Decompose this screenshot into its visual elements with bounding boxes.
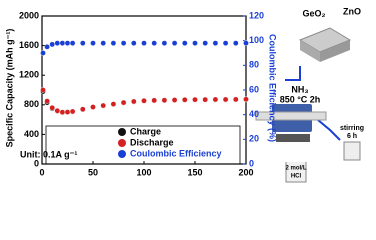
- point: [59, 40, 66, 46]
- y-tick-label: 1200: [19, 70, 39, 80]
- point: [161, 97, 168, 104]
- label: HCl: [291, 174, 302, 180]
- crucible-side: [300, 40, 320, 62]
- point: [141, 40, 147, 46]
- label: ZnO: [343, 6, 361, 16]
- point: [151, 40, 157, 46]
- point: [212, 96, 219, 103]
- y-tick-label: 1600: [19, 40, 39, 50]
- point: [110, 101, 117, 107]
- legend-label: Coulombic Efficiency: [130, 148, 222, 158]
- x-tick-label: 150: [187, 167, 202, 177]
- y2-tick-label: 100: [249, 35, 264, 45]
- point: [64, 109, 71, 115]
- point: [192, 40, 198, 46]
- label: 2 mol/L: [285, 166, 306, 172]
- y-tick-label: 800: [24, 99, 39, 109]
- y-axis-title: Specific Capacity (mAh g⁻¹): [4, 29, 14, 148]
- legend-marker: [118, 139, 126, 147]
- point: [243, 96, 249, 103]
- point: [130, 98, 137, 105]
- legend-label: Charge: [130, 126, 161, 136]
- point: [69, 40, 76, 46]
- point: [110, 40, 117, 46]
- point: [243, 40, 249, 46]
- point: [232, 40, 239, 46]
- y2-tick-label: 0: [249, 158, 254, 168]
- legend-marker: [118, 128, 126, 136]
- point: [54, 107, 61, 114]
- y2-tick-label: 60: [249, 84, 259, 94]
- x-tick-label: 100: [136, 167, 151, 177]
- point: [192, 96, 198, 103]
- point: [100, 40, 106, 46]
- point: [59, 109, 66, 115]
- tube: [255, 111, 327, 121]
- point: [80, 40, 86, 46]
- figure: GeO₂ ZnO NH₃ 850 °C 2h stirring 6 h 2 mo…: [4, 6, 364, 183]
- point: [64, 40, 71, 46]
- point: [222, 96, 229, 103]
- beaker: [343, 141, 361, 161]
- label: 850 °C 2h: [280, 94, 321, 104]
- point: [141, 97, 147, 104]
- point: [100, 102, 106, 109]
- point: [44, 44, 50, 50]
- point: [202, 40, 208, 46]
- y-tick-label: 2000: [19, 10, 39, 20]
- point: [40, 50, 46, 56]
- point: [161, 40, 168, 46]
- legend-marker: [118, 150, 126, 158]
- point: [90, 40, 96, 46]
- y-tick-label: 0: [34, 158, 39, 168]
- annotation: Unit: 0.1A g⁻¹: [20, 149, 77, 159]
- y2-tick-label: 20: [249, 134, 259, 144]
- furnace-base: [276, 134, 310, 142]
- point: [120, 40, 127, 46]
- point: [90, 104, 96, 110]
- crucible-side: [320, 40, 350, 62]
- point: [222, 40, 229, 46]
- arrow: [285, 66, 301, 81]
- label: 6 h: [347, 133, 357, 140]
- point: [44, 98, 50, 104]
- point: [120, 99, 127, 106]
- point: [232, 96, 239, 103]
- x-tick-label: 0: [39, 167, 44, 177]
- point: [171, 97, 178, 103]
- label: stirring: [340, 125, 364, 132]
- point: [54, 40, 61, 46]
- point: [181, 40, 188, 46]
- label: NH₃: [291, 84, 308, 94]
- y2-tick-label: 120: [249, 10, 264, 20]
- legend-label: Discharge: [130, 137, 174, 147]
- point: [130, 40, 137, 46]
- point: [212, 40, 219, 46]
- x-tick-label: 50: [88, 167, 98, 177]
- point: [151, 97, 157, 104]
- y2-tick-label: 80: [249, 60, 259, 70]
- beaker: [285, 162, 307, 183]
- point: [171, 40, 178, 46]
- y2-axis-title: Coulombic Efficiency (%): [268, 34, 278, 142]
- point: [49, 104, 56, 111]
- x-tick-label: 200: [238, 167, 253, 177]
- y-tick-label: 400: [24, 129, 39, 139]
- label: GeO₂: [302, 8, 325, 18]
- y2-tick-label: 40: [249, 109, 259, 119]
- point: [80, 106, 86, 113]
- point: [69, 108, 76, 115]
- point: [49, 41, 56, 48]
- point: [202, 96, 208, 103]
- schematic: GeO₂ ZnO NH₃ 850 °C 2h stirring 6 h 2 mo…: [255, 6, 364, 183]
- arrow: [317, 119, 341, 141]
- point: [181, 96, 188, 103]
- point: [40, 87, 46, 93]
